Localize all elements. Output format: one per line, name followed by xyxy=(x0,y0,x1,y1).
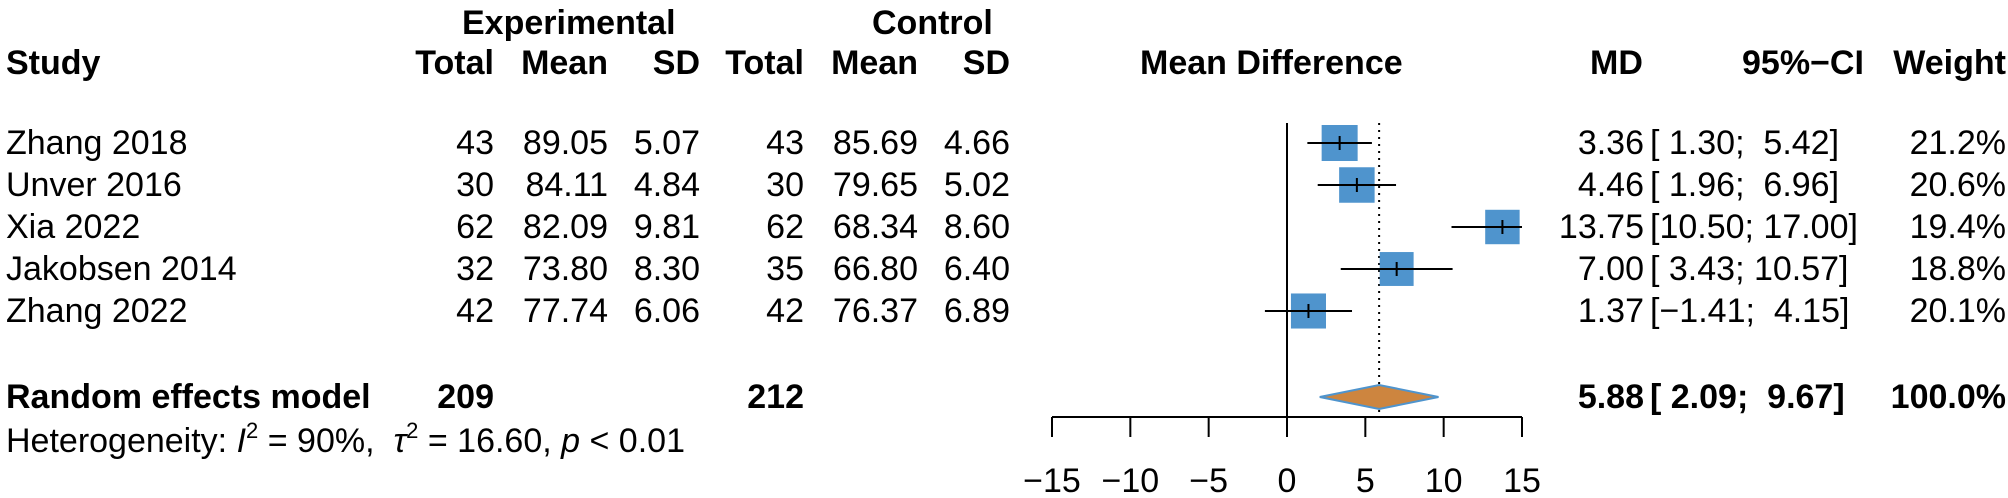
experimental-sd: 8.30 xyxy=(633,250,700,288)
x-tick-label: −5 xyxy=(1189,462,1228,498)
experimental-sd: 9.81 xyxy=(633,208,700,246)
experimental-mean: 77.74 xyxy=(522,292,608,330)
summary-weight: 100.0% xyxy=(1890,378,2006,416)
study-md: 3.36 xyxy=(1577,124,1644,162)
study-weight: 18.8% xyxy=(1909,250,2006,288)
experimental-group-header: Experimental xyxy=(462,4,676,42)
ci-header: 95%−CI xyxy=(1742,44,1864,82)
experimental-total-header: Total xyxy=(415,44,494,82)
control-sd: 5.02 xyxy=(943,166,1010,204)
x-tick-label: 10 xyxy=(1425,462,1463,498)
study-md: 4.46 xyxy=(1577,166,1644,204)
pooled-diamond xyxy=(1319,383,1439,411)
summary-experimental-total: 209 xyxy=(437,378,494,416)
study-name: Xia 2022 xyxy=(6,208,141,246)
experimental-total: 43 xyxy=(456,124,494,162)
study-name: Zhang 2022 xyxy=(6,292,188,330)
study-ci: [ 3.43; 10.57] xyxy=(1650,250,1849,288)
control-mean: 68.34 xyxy=(832,208,918,246)
tau-symbol: τ xyxy=(393,422,407,460)
summary-control-total: 212 xyxy=(747,378,804,416)
control-sd: 6.89 xyxy=(943,292,1010,330)
mean-difference-header: Mean Difference xyxy=(1140,44,1403,82)
control-sd: 6.40 xyxy=(943,250,1010,288)
control-mean: 76.37 xyxy=(832,292,918,330)
study-ci: [−1.41; 4.15] xyxy=(1650,292,1850,330)
i2-value: = 90%, xyxy=(258,422,394,460)
study-ci: [ 1.96; 6.96] xyxy=(1650,166,1840,204)
experimental-total: 32 xyxy=(456,250,494,288)
heterogeneity-text: Heterogeneity: I2 = 90%, τ2 = 16.60, p <… xyxy=(6,420,685,460)
control-total-header: Total xyxy=(725,44,804,82)
tau-superscript: 2 xyxy=(406,418,419,443)
md-header: MD xyxy=(1590,44,1643,82)
control-total: 62 xyxy=(766,208,804,246)
x-tick-label: −10 xyxy=(1101,462,1159,498)
control-mean-header: Mean xyxy=(831,44,918,82)
control-sd: 8.60 xyxy=(943,208,1010,246)
x-tick-label: 15 xyxy=(1503,462,1541,498)
i2-superscript: 2 xyxy=(246,418,259,443)
control-total: 35 xyxy=(766,250,804,288)
experimental-mean: 73.80 xyxy=(522,250,608,288)
experimental-sd: 6.06 xyxy=(633,292,700,330)
tau-value: = 16.60, xyxy=(418,422,562,460)
summary-md: 5.88 xyxy=(1577,378,1644,416)
summary-ci-text: [ 2.09; 9.67] xyxy=(1650,378,1845,416)
heterogeneity-prefix: Heterogeneity: xyxy=(6,422,237,460)
study-md: 7.00 xyxy=(1577,250,1644,288)
weight-header: Weight xyxy=(1893,44,2006,82)
study-weight: 20.1% xyxy=(1909,292,2006,330)
summary-label: Random effects model xyxy=(6,378,371,416)
x-tick-label: −15 xyxy=(1023,462,1081,498)
experimental-mean: 89.05 xyxy=(522,124,608,162)
study-name: Zhang 2018 xyxy=(6,124,188,162)
control-mean: 79.65 xyxy=(832,166,918,204)
experimental-total: 30 xyxy=(456,166,494,204)
control-total: 43 xyxy=(766,124,804,162)
experimental-sd: 5.07 xyxy=(633,124,700,162)
summary-ci: [ 2.09; 9.67] xyxy=(1650,380,1845,414)
control-group-header: Control xyxy=(872,4,993,42)
x-tick-label: 0 xyxy=(1278,462,1297,498)
experimental-mean: 82.09 xyxy=(522,208,608,246)
study-name: Unver 2016 xyxy=(6,166,182,204)
experimental-total: 62 xyxy=(456,208,494,246)
study-md: 13.75 xyxy=(1558,208,1644,246)
control-total: 30 xyxy=(766,166,804,204)
experimental-mean-header: Mean xyxy=(521,44,608,82)
p-value: < 0.01 xyxy=(580,422,685,460)
control-sd-header: SD xyxy=(962,44,1010,82)
study-column-header: Study xyxy=(6,44,101,82)
study-ci: [ 1.30; 5.42] xyxy=(1650,124,1840,162)
p-symbol: p xyxy=(561,422,581,460)
control-mean: 66.80 xyxy=(832,250,918,288)
experimental-sd-header: SD xyxy=(652,44,700,82)
x-tick-label: 5 xyxy=(1356,462,1375,498)
experimental-total: 42 xyxy=(456,292,494,330)
experimental-sd: 4.84 xyxy=(633,166,700,204)
control-mean: 85.69 xyxy=(832,124,918,162)
control-total: 42 xyxy=(766,292,804,330)
experimental-mean: 84.11 xyxy=(525,166,608,204)
control-sd: 4.66 xyxy=(943,124,1010,162)
study-weight: 21.2% xyxy=(1909,124,2006,162)
study-weight: 19.4% xyxy=(1909,208,2006,246)
study-md: 1.37 xyxy=(1577,292,1644,330)
study-ci: [10.50; 17.00] xyxy=(1650,208,1858,246)
study-weight: 20.6% xyxy=(1909,166,2006,204)
i2-symbol: I xyxy=(236,422,247,460)
study-name: Jakobsen 2014 xyxy=(6,250,237,288)
